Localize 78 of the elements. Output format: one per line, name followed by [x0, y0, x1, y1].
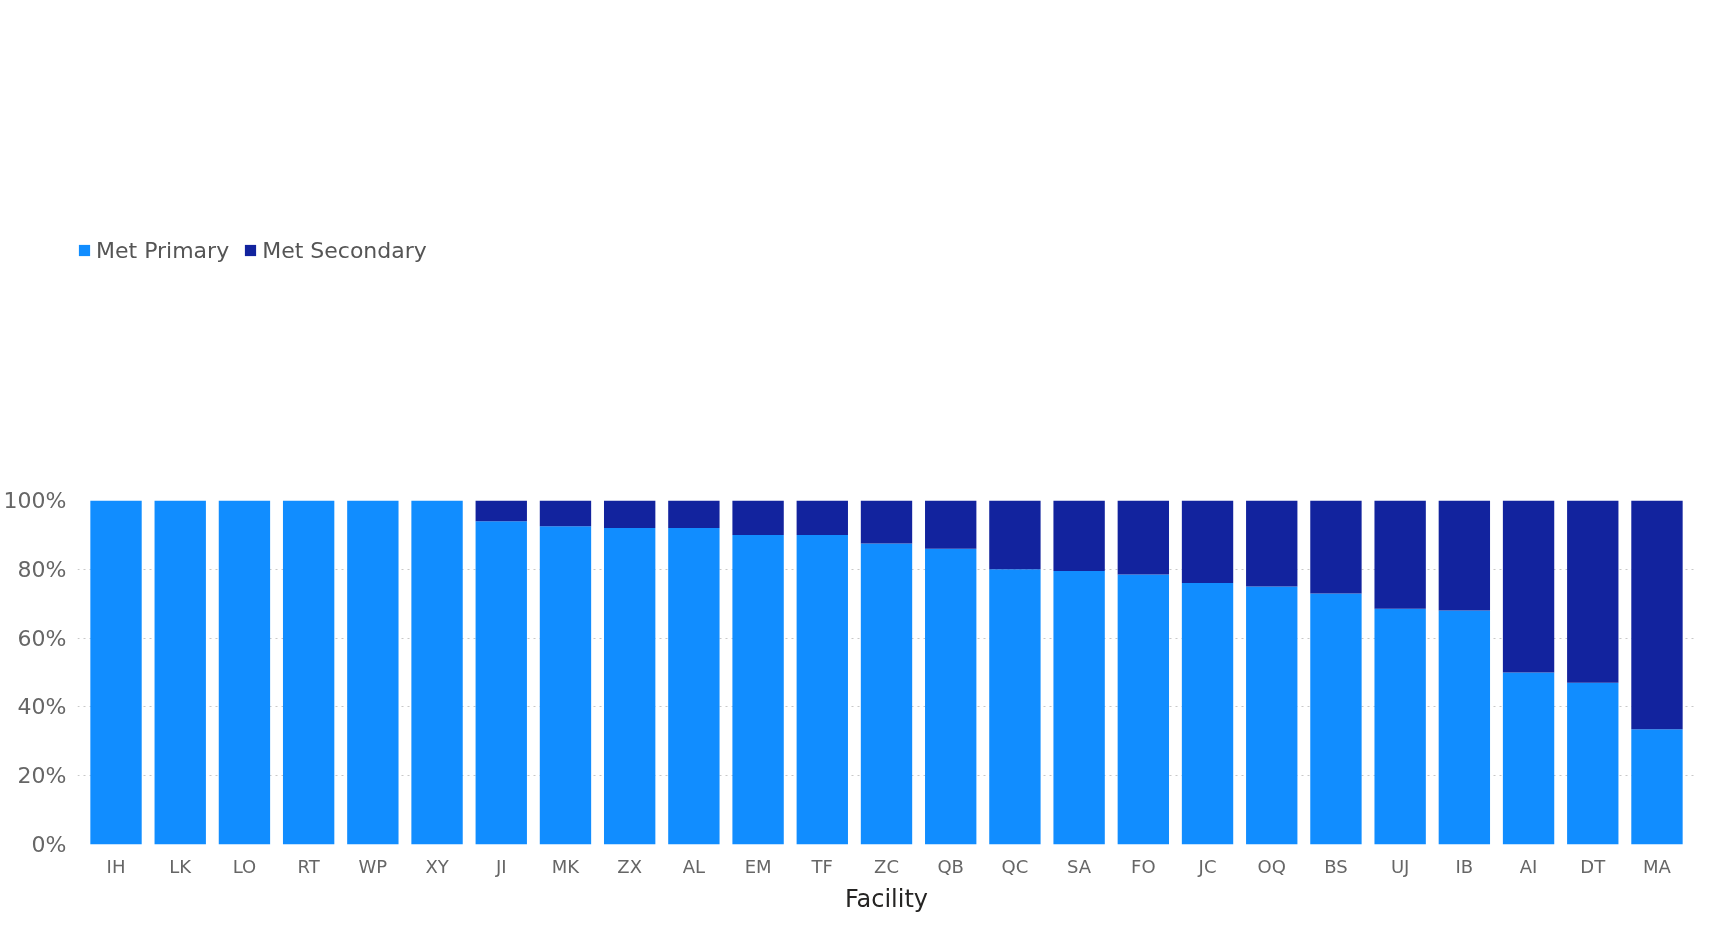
x-tick-label: MK — [551, 855, 581, 877]
bar — [1438, 610, 1491, 845]
y-tick-label: 60% — [17, 625, 67, 651]
legend-label: Met Secondary — [262, 237, 427, 263]
bar — [1374, 608, 1426, 845]
x-tick-label: QC — [1001, 855, 1029, 877]
bar — [1246, 586, 1298, 845]
bar — [539, 526, 592, 845]
y-tick-label: 80% — [17, 556, 67, 582]
x-tick-label: ZX — [617, 855, 643, 877]
bar — [989, 500, 1041, 570]
x-tick-label: WP — [358, 855, 388, 877]
bar — [347, 500, 399, 845]
x-tick-label: LO — [232, 855, 257, 877]
bar — [1310, 593, 1362, 845]
x-tick-label: JI — [494, 855, 507, 877]
x-tick-label: RT — [297, 855, 321, 877]
bar — [732, 500, 784, 535]
x-tick-label: IB — [1455, 855, 1474, 877]
bar — [90, 500, 142, 845]
bar — [796, 500, 848, 535]
bar — [860, 500, 913, 544]
bar — [411, 500, 463, 845]
bar — [668, 500, 720, 529]
bar — [1310, 500, 1362, 594]
bar — [218, 500, 271, 845]
legend-label: Met Primary — [96, 237, 230, 263]
x-tick-label: JC — [1197, 855, 1217, 877]
bar — [925, 548, 977, 845]
bar — [539, 500, 592, 527]
bar — [1117, 500, 1170, 575]
bar — [1631, 729, 1683, 845]
x-tick-label: EM — [744, 855, 772, 877]
bar — [1181, 583, 1234, 845]
x-tick-label: OQ — [1257, 855, 1286, 877]
bar — [1502, 672, 1555, 845]
x-tick-label: UJ — [1390, 855, 1410, 877]
bar — [860, 543, 913, 845]
bar — [796, 534, 848, 845]
bar — [1631, 500, 1683, 730]
x-tick-label: LK — [169, 855, 193, 877]
bar — [1374, 500, 1426, 609]
bar — [475, 521, 527, 845]
bar — [282, 500, 335, 845]
bar — [1117, 574, 1170, 845]
y-tick-label: 40% — [17, 694, 67, 720]
x-tick-label: ZC — [874, 855, 899, 877]
x-tick-label: TF — [810, 855, 833, 877]
bar — [668, 528, 720, 845]
bar — [154, 500, 206, 845]
bar — [1246, 500, 1298, 587]
x-tick-label: AI — [1519, 855, 1538, 877]
x-tick-label: XY — [425, 855, 450, 877]
y-tick-label: 20% — [17, 763, 67, 789]
x-tick-label: FO — [1131, 855, 1156, 877]
bar — [1053, 500, 1105, 572]
x-tick-label: DT — [1580, 855, 1607, 877]
x-tick-label: MA — [1643, 855, 1672, 877]
y-tick-label: 0% — [31, 832, 67, 857]
bar — [732, 534, 784, 845]
y-tick-label: 100% — [3, 488, 67, 513]
bar — [1567, 682, 1619, 845]
bar — [989, 569, 1041, 845]
x-tick-label: AL — [682, 855, 706, 877]
bar — [1502, 500, 1555, 673]
bar — [475, 500, 527, 522]
x-axis-title: Facility — [844, 884, 929, 913]
x-tick-label: IH — [106, 855, 126, 877]
bar — [925, 500, 977, 549]
x-tick-label: SA — [1067, 855, 1092, 877]
bar — [603, 500, 656, 529]
bar — [1181, 500, 1234, 584]
bar — [1438, 500, 1491, 611]
x-tick-label: BS — [1324, 855, 1348, 877]
bar — [1567, 500, 1619, 683]
bar — [1053, 571, 1105, 845]
bar — [603, 528, 656, 845]
x-tick-label: QB — [937, 855, 964, 877]
